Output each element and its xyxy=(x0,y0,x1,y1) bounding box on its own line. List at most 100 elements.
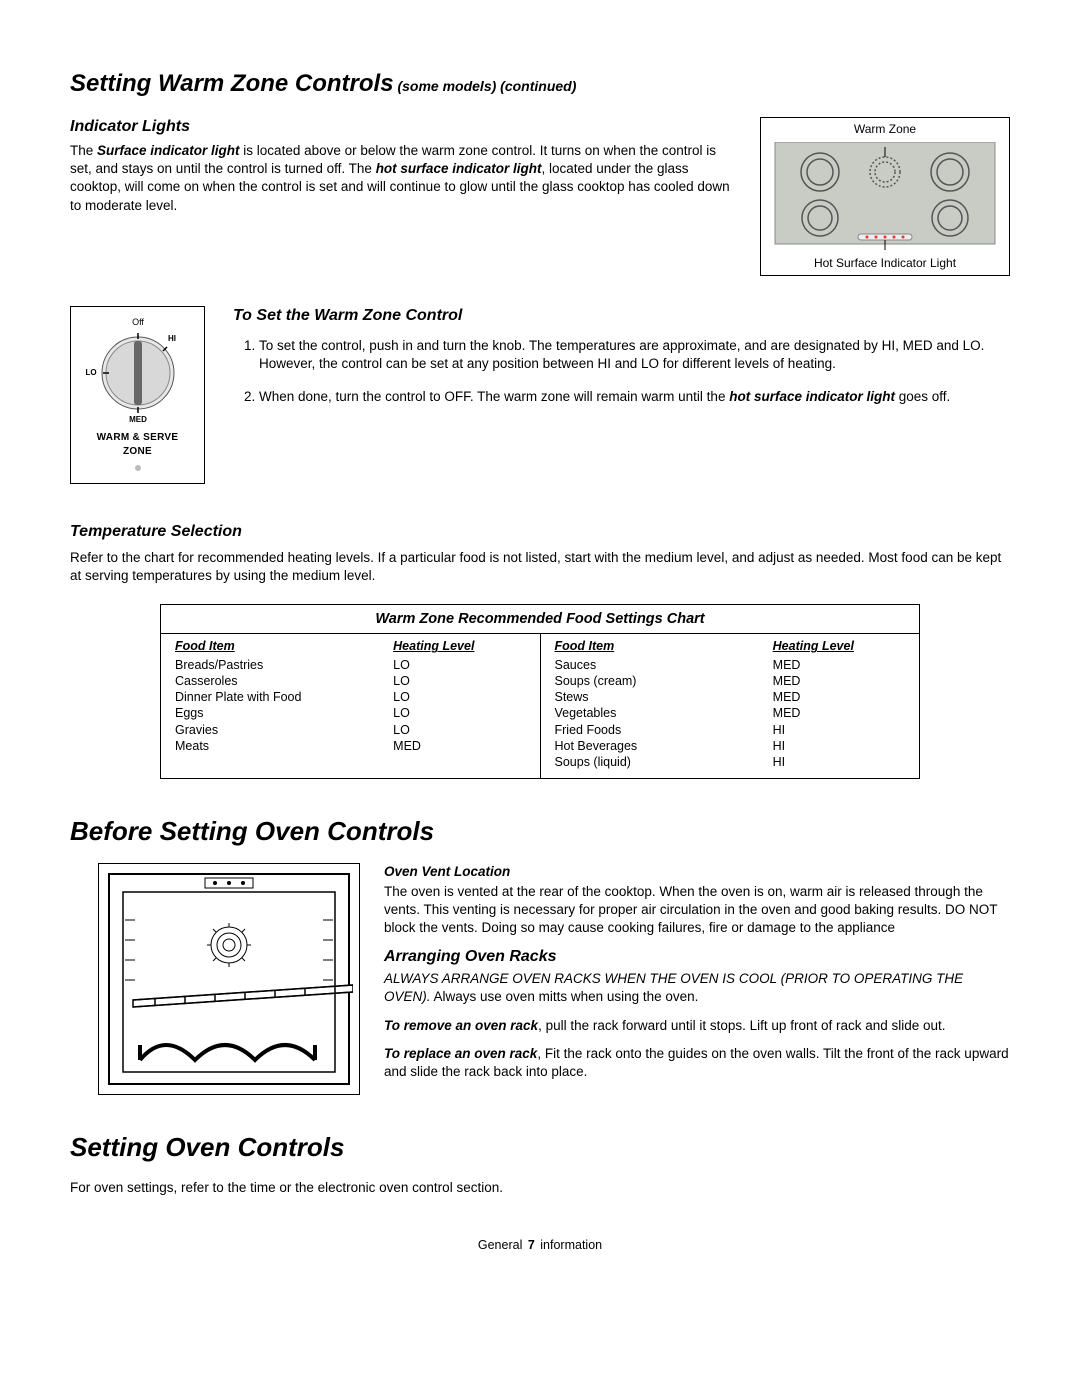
chart-row: Soups (liquid)HI xyxy=(555,754,910,770)
vent-para: The oven is vented at the rear of the co… xyxy=(384,883,1010,938)
step2-pre: When done, turn the control to OFF. The … xyxy=(259,389,729,404)
chart-row: Breads/PastriesLO xyxy=(175,657,530,673)
chart-item: Soups (liquid) xyxy=(555,754,773,770)
chart-level: LO xyxy=(393,705,529,721)
knob-icon: Off HI LO MED xyxy=(79,315,197,425)
knob-med-label: MED xyxy=(129,415,147,424)
temp-sel-para: Refer to the chart for recommended heati… xyxy=(70,549,1010,585)
chart-item: Dinner Plate with Food xyxy=(175,689,393,705)
chart-level: HI xyxy=(773,722,909,738)
set-warm-steps: To set the control, push in and turn the… xyxy=(233,337,1010,406)
chart-item: Stews xyxy=(555,689,773,705)
indicator-pre: The xyxy=(70,143,97,158)
chart-row: Soups (cream)MED xyxy=(555,673,910,689)
indicator-text-block: Indicator Lights The Surface indicator l… xyxy=(70,117,740,276)
footer-left: General xyxy=(478,1238,522,1252)
oven-text-block: Oven Vent Location The oven is vented at… xyxy=(384,863,1010,1091)
remove-bold: To remove an oven rack xyxy=(384,1018,538,1033)
cooktop-top-label: Warm Zone xyxy=(761,118,1009,142)
chart-row: StewsMED xyxy=(555,689,910,705)
chart-level: MED xyxy=(393,738,529,754)
setting-oven-heading: Setting Oven Controls xyxy=(70,1131,1010,1165)
arrange-warn-para: ALWAYS ARRANGE OVEN RACKS WHEN THE OVEN … xyxy=(384,970,1010,1006)
remove-para: To remove an oven rack, pull the rack fo… xyxy=(384,1017,1010,1035)
chart-row: CasserolesLO xyxy=(175,673,530,689)
chart-item: Soups (cream) xyxy=(555,673,773,689)
arrange-tail: Always use oven mitts when using the ove… xyxy=(431,989,699,1004)
chart-col1-h-right: Food Item xyxy=(555,638,773,654)
set-warm-heading: To Set the Warm Zone Control xyxy=(233,306,1010,327)
chart-item: Hot Beverages xyxy=(555,738,773,754)
chart-row: Fried FoodsHI xyxy=(555,722,910,738)
chart-row: EggsLO xyxy=(175,705,530,721)
chart-level: MED xyxy=(773,657,909,673)
arrange-heading: Arranging Oven Racks xyxy=(384,947,1010,968)
chart-title: Warm Zone Recommended Food Settings Char… xyxy=(161,605,919,635)
footer-page: 7 xyxy=(528,1238,535,1252)
chart-level: LO xyxy=(393,673,529,689)
chart-level: MED xyxy=(773,689,909,705)
chart-level: LO xyxy=(393,657,529,673)
chart-row: SaucesMED xyxy=(555,657,910,673)
vent-heading: Oven Vent Location xyxy=(384,863,1010,881)
chart-row: GraviesLO xyxy=(175,722,530,738)
chart-item: Gravies xyxy=(175,722,393,738)
knob-lo-label: LO xyxy=(85,368,96,377)
page-footer: General 7 information xyxy=(70,1237,1010,1253)
food-settings-chart: Warm Zone Recommended Food Settings Char… xyxy=(160,604,920,780)
before-oven-heading: Before Setting Oven Controls xyxy=(70,815,1010,849)
chart-row: Dinner Plate with FoodLO xyxy=(175,689,530,705)
indicator-paragraph: The Surface indicator light is located a… xyxy=(70,142,740,215)
oven-icon xyxy=(105,870,353,1088)
step2-bold: hot surface indicator light xyxy=(729,389,895,404)
chart-level: HI xyxy=(773,738,909,754)
cooktop-icon xyxy=(770,142,1000,252)
knob-indicator-dot xyxy=(133,463,143,473)
step-1: To set the control, push in and turn the… xyxy=(259,337,1010,373)
chart-item: Vegetables xyxy=(555,705,773,721)
oven-diagram xyxy=(98,863,360,1095)
chart-item: Sauces xyxy=(555,657,773,673)
chart-col2-h-left: Heating Level xyxy=(393,638,529,654)
chart-item: Meats xyxy=(175,738,393,754)
knob-off-label: Off xyxy=(132,317,144,327)
chart-level: HI xyxy=(773,754,909,770)
temperature-selection: Temperature Selection Refer to the chart… xyxy=(70,522,1010,585)
footer-right: information xyxy=(540,1238,602,1252)
chart-row: MeatsMED xyxy=(175,738,530,754)
chart-item: Breads/Pastries xyxy=(175,657,393,673)
chart-level: MED xyxy=(773,673,909,689)
indicator-row: Indicator Lights The Surface indicator l… xyxy=(70,117,1010,276)
indicator-heading: Indicator Lights xyxy=(70,117,740,138)
replace-para: To replace an oven rack, Fit the rack on… xyxy=(384,1045,1010,1081)
setting-oven-section: Setting Oven Controls For oven settings,… xyxy=(70,1131,1010,1197)
chart-col1-h-left: Food Item xyxy=(175,638,393,654)
warm-zone-set-row: Off HI LO MED WARM & SERVE ZONE To Set t… xyxy=(70,306,1010,484)
knob-label-1: WARM & SERVE xyxy=(77,431,198,445)
chart-item: Casseroles xyxy=(175,673,393,689)
chart-item: Fried Foods xyxy=(555,722,773,738)
cooktop-diagram: Warm Zone Hot Surface Indicator Light xyxy=(760,117,1010,276)
chart-row: VegetablesMED xyxy=(555,705,910,721)
title-main: Setting Warm Zone Controls xyxy=(70,70,394,97)
chart-right: Food Item Heating Level SaucesMEDSoups (… xyxy=(541,634,920,778)
knob-diagram: Off HI LO MED WARM & SERVE ZONE xyxy=(70,306,205,484)
chart-left: Food Item Heating Level Breads/PastriesL… xyxy=(161,634,541,778)
chart-row: Hot BeveragesHI xyxy=(555,738,910,754)
chart-level: LO xyxy=(393,689,529,705)
chart-col2-h-right: Heating Level xyxy=(773,638,909,654)
indicator-bold1: Surface indicator light xyxy=(97,143,240,158)
oven-row: Oven Vent Location The oven is vented at… xyxy=(98,863,1010,1095)
knob-label-2: ZONE xyxy=(77,445,198,459)
chart-level: MED xyxy=(773,705,909,721)
temp-sel-heading: Temperature Selection xyxy=(70,522,1010,543)
replace-bold: To replace an oven rack xyxy=(384,1046,537,1061)
set-warm-block: To Set the Warm Zone Control To set the … xyxy=(233,306,1010,419)
cooktop-bottom-label: Hot Surface Indicator Light xyxy=(761,252,1009,276)
chart-item: Eggs xyxy=(175,705,393,721)
step-2: When done, turn the control to OFF. The … xyxy=(259,388,1010,406)
remove-text: , pull the rack forward until it stops. … xyxy=(538,1018,945,1033)
step2-post: goes off. xyxy=(895,389,950,404)
setting-oven-para: For oven settings, refer to the time or … xyxy=(70,1179,1010,1197)
title-suffix: (some models) (continued) xyxy=(394,78,577,94)
